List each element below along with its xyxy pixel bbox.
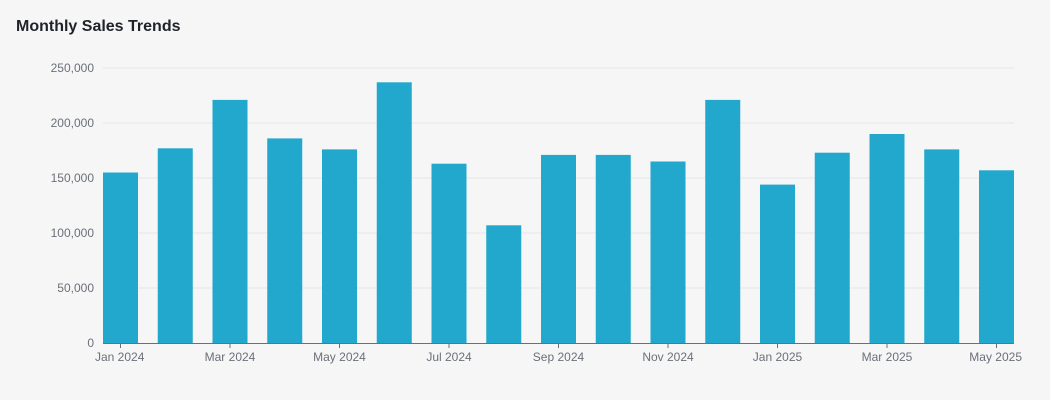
bar bbox=[486, 225, 522, 343]
x-axis-ticks: Jan 2024 Mar 2024 May 2024 Jul 2024 Sep 2024… bbox=[95, 343, 1022, 364]
bar bbox=[157, 148, 193, 343]
bar bbox=[869, 134, 905, 343]
x-tick-label: Mar 2024 bbox=[205, 350, 256, 364]
x-tick-label: May 2024 bbox=[313, 350, 366, 364]
x-tick-label: Jan 2024 bbox=[95, 350, 145, 364]
y-tick-label: 50,000 bbox=[57, 281, 94, 295]
y-tick-label: 100,000 bbox=[51, 226, 95, 240]
bars bbox=[103, 82, 1014, 344]
bar bbox=[979, 170, 1014, 343]
bar bbox=[267, 138, 303, 343]
bar bbox=[650, 161, 686, 343]
bar bbox=[595, 154, 631, 343]
bar bbox=[705, 99, 741, 344]
y-tick-label: 250,000 bbox=[51, 61, 95, 75]
x-tick-label: Sep 2024 bbox=[533, 350, 585, 364]
y-tick-label: 150,000 bbox=[51, 171, 95, 185]
bar bbox=[322, 149, 357, 343]
y-tick-label: 0 bbox=[87, 336, 94, 350]
x-tick-label: May 2025 bbox=[969, 350, 1022, 364]
chart-title: Monthly Sales Trends bbox=[16, 18, 181, 35]
bar bbox=[541, 154, 576, 343]
y-tick-label: 200,000 bbox=[51, 116, 95, 130]
y-axis-ticks: 0 50,000 100,000 150,000 200,000 250,000 bbox=[51, 61, 95, 350]
x-tick-label: Nov 2024 bbox=[642, 350, 694, 364]
bar bbox=[212, 99, 248, 344]
x-tick-label: Mar 2025 bbox=[862, 350, 913, 364]
bar bbox=[760, 184, 795, 343]
bar bbox=[103, 172, 138, 343]
bar bbox=[814, 152, 850, 343]
x-tick-label: Jan 2025 bbox=[753, 350, 803, 364]
bar bbox=[431, 163, 467, 343]
bar bbox=[924, 149, 960, 343]
x-tick-label: Jul 2024 bbox=[426, 350, 472, 364]
bar bbox=[376, 82, 412, 344]
